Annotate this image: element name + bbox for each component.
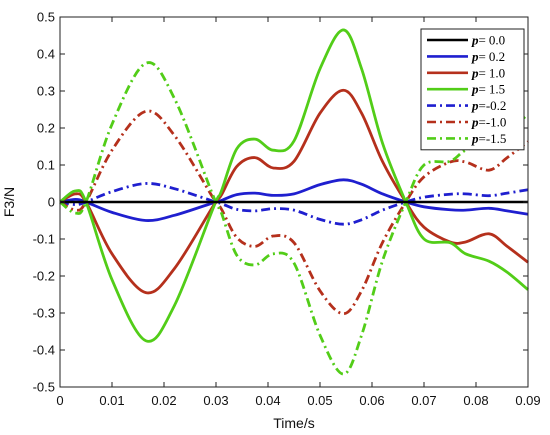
legend-entry-label: p= 0.0 — [471, 33, 505, 48]
x-tick-label: 0.02 — [151, 393, 176, 408]
x-axis-label: Time/s — [273, 415, 314, 431]
legend-value: 1.5 — [489, 82, 505, 97]
y-tick-label: -0.5 — [33, 380, 55, 395]
legend-value: -1.5 — [486, 131, 507, 146]
legend-symbol: p — [471, 115, 479, 130]
series-line-p-1.0 — [59, 88, 529, 295]
legend-separator: = — [479, 98, 486, 113]
y-tick-label: 0.4 — [37, 47, 55, 62]
legend-symbol: p — [471, 65, 479, 80]
legend-entry-label: p=-1.5 — [471, 131, 506, 146]
x-tick-label: 0.08 — [463, 393, 488, 408]
legend-separator: = — [479, 65, 486, 80]
legend-value: 0.2 — [489, 49, 505, 64]
legend-symbol: p — [471, 33, 479, 48]
x-tick-label: 0.06 — [359, 393, 384, 408]
x-tick-label: 0.07 — [411, 393, 436, 408]
legend-value: -1.0 — [486, 115, 507, 130]
x-tick-label: 0.09 — [515, 393, 540, 408]
legend-entry-label: p= 1.0 — [471, 65, 505, 80]
y-tick-label: -0.3 — [33, 306, 55, 321]
legend-entry-label: p= 1.5 — [471, 82, 505, 97]
series-line-p--0.2 — [59, 182, 529, 226]
x-tick-label: 0.04 — [255, 393, 280, 408]
y-tick-label: -0.1 — [33, 232, 55, 247]
series-line-p-0.2 — [59, 178, 529, 222]
legend-symbol: p — [471, 49, 479, 64]
legend-value: 0.0 — [489, 33, 505, 48]
y-tick-label: 0.1 — [37, 158, 55, 173]
y-tick-label: 0.2 — [37, 121, 55, 136]
legend-separator: = — [479, 49, 486, 64]
x-tick-label: 0.03 — [203, 393, 228, 408]
y-tick-label: 0 — [48, 195, 55, 210]
legend-separator: = — [479, 82, 486, 97]
y-tick-label: 0.5 — [37, 10, 55, 25]
legend-separator: = — [479, 115, 486, 130]
x-tick-label: 0 — [56, 393, 63, 408]
legend-entry-label: p=-0.2 — [471, 98, 506, 113]
legend-separator: = — [479, 131, 486, 146]
legend: p= 0.0p= 0.2p= 1.0p= 1.5p=-0.2p=-1.0p=-1.5 — [420, 28, 525, 151]
legend-entry-label: p=-1.0 — [471, 115, 506, 130]
series-line-p--1.0 — [59, 109, 529, 316]
x-tick-label: 0.05 — [307, 393, 332, 408]
y-tick-label: -0.2 — [33, 269, 55, 284]
legend-symbol: p — [471, 131, 479, 146]
legend-value: -0.2 — [486, 98, 507, 113]
legend-symbol: p — [471, 82, 479, 97]
legend-symbol: p — [471, 98, 479, 113]
series-line-p-1.5 — [59, 28, 529, 343]
series-layer — [59, 28, 529, 376]
y-tick-label: -0.4 — [33, 343, 55, 358]
y-tick-label: 0.3 — [37, 84, 55, 99]
y-axis-label: F3/N — [1, 187, 17, 217]
legend-value: 1.0 — [489, 65, 505, 80]
x-tick-label: 0.01 — [99, 393, 124, 408]
legend-entry-label: p= 0.2 — [471, 49, 505, 64]
axes-layer: 0 0.01 0.02 0.03 0.04 0.05 0.06 0.07 0.08 0.09 -0.… — [33, 10, 541, 409]
series-line-p--1.5 — [59, 61, 529, 376]
legend-separator: = — [479, 33, 486, 48]
